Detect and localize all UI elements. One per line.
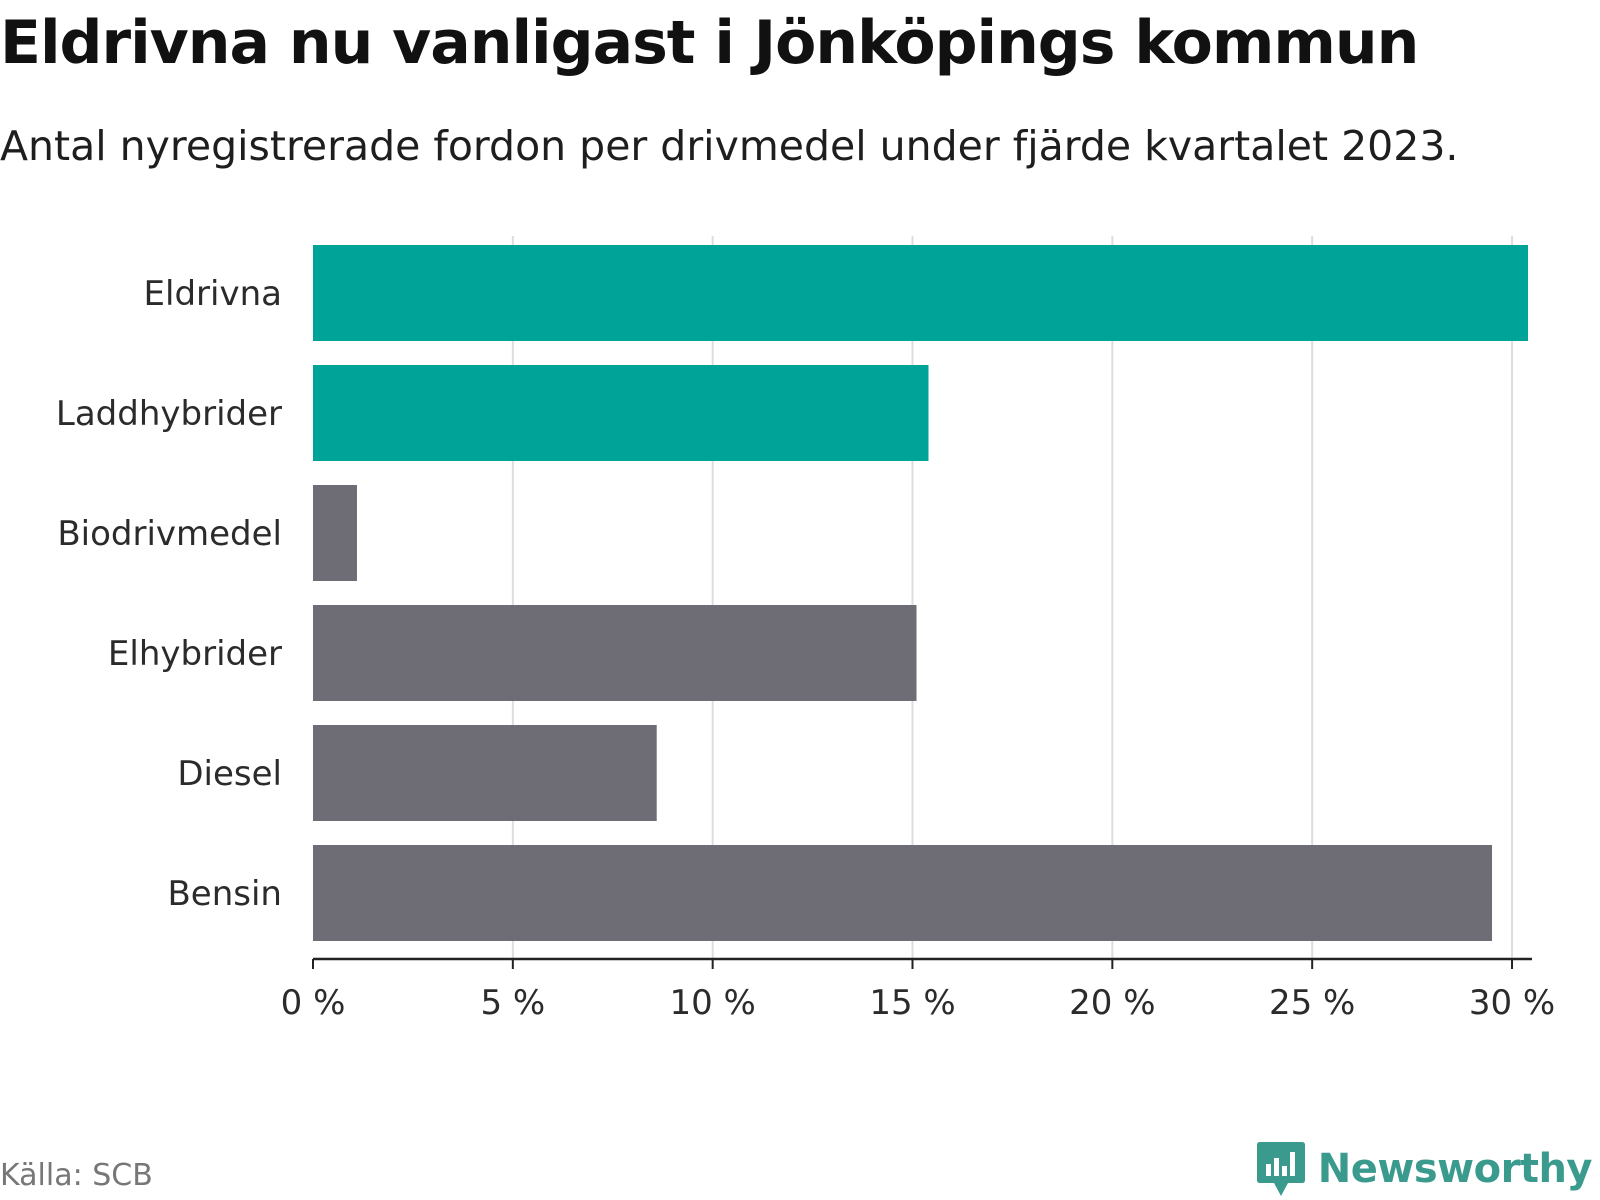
category-label: Laddhybrider — [56, 394, 282, 434]
chart-title: Eldrivna nu vanligast i Jönköpings kommu… — [0, 8, 1419, 78]
x-tick-label: 20 % — [1069, 983, 1155, 1023]
category-label: Diesel — [177, 754, 282, 794]
category-labels: Eldrivna Laddhybrider Biodrivmedel Elhybrid… — [56, 274, 282, 914]
x-axis: 0 % 5 % 10 % 15 % 20 % 25 % 30 % — [281, 957, 1555, 1023]
bar-bensin — [313, 845, 1493, 941]
source-note: Källa: SCB — [0, 1158, 153, 1193]
bar-elhybrider — [313, 605, 917, 701]
x-tick-label: 10 % — [669, 983, 755, 1023]
bars — [313, 245, 1529, 941]
bar-biodrivmedel — [313, 485, 357, 581]
bar-diesel — [313, 725, 657, 821]
newsworthy-logo-icon — [1256, 1142, 1305, 1196]
category-label: Eldrivna — [144, 274, 282, 314]
x-tick-label: 15 % — [869, 983, 955, 1023]
category-label: Bensin — [167, 874, 282, 914]
gridlines — [511, 236, 1514, 959]
brand-logo: Newsworthy — [1256, 1140, 1593, 1198]
category-label: Elhybrider — [108, 634, 282, 674]
x-tick-label: 25 % — [1269, 983, 1355, 1023]
bar-eldrivna — [313, 245, 1529, 341]
x-tick-label: 0 % — [281, 983, 346, 1023]
category-label: Biodrivmedel — [57, 514, 282, 554]
chart-subtitle: Antal nyregistrerade fordon per drivmede… — [0, 122, 1459, 170]
bar-chart: Eldrivna Laddhybrider Biodrivmedel Elhybrid… — [56, 236, 1555, 1023]
x-tick-label: 30 % — [1469, 983, 1555, 1023]
bar-laddhybrider — [313, 365, 929, 461]
x-tick-label: 5 % — [480, 983, 545, 1023]
brand-name: Newsworthy — [1317, 1146, 1593, 1192]
